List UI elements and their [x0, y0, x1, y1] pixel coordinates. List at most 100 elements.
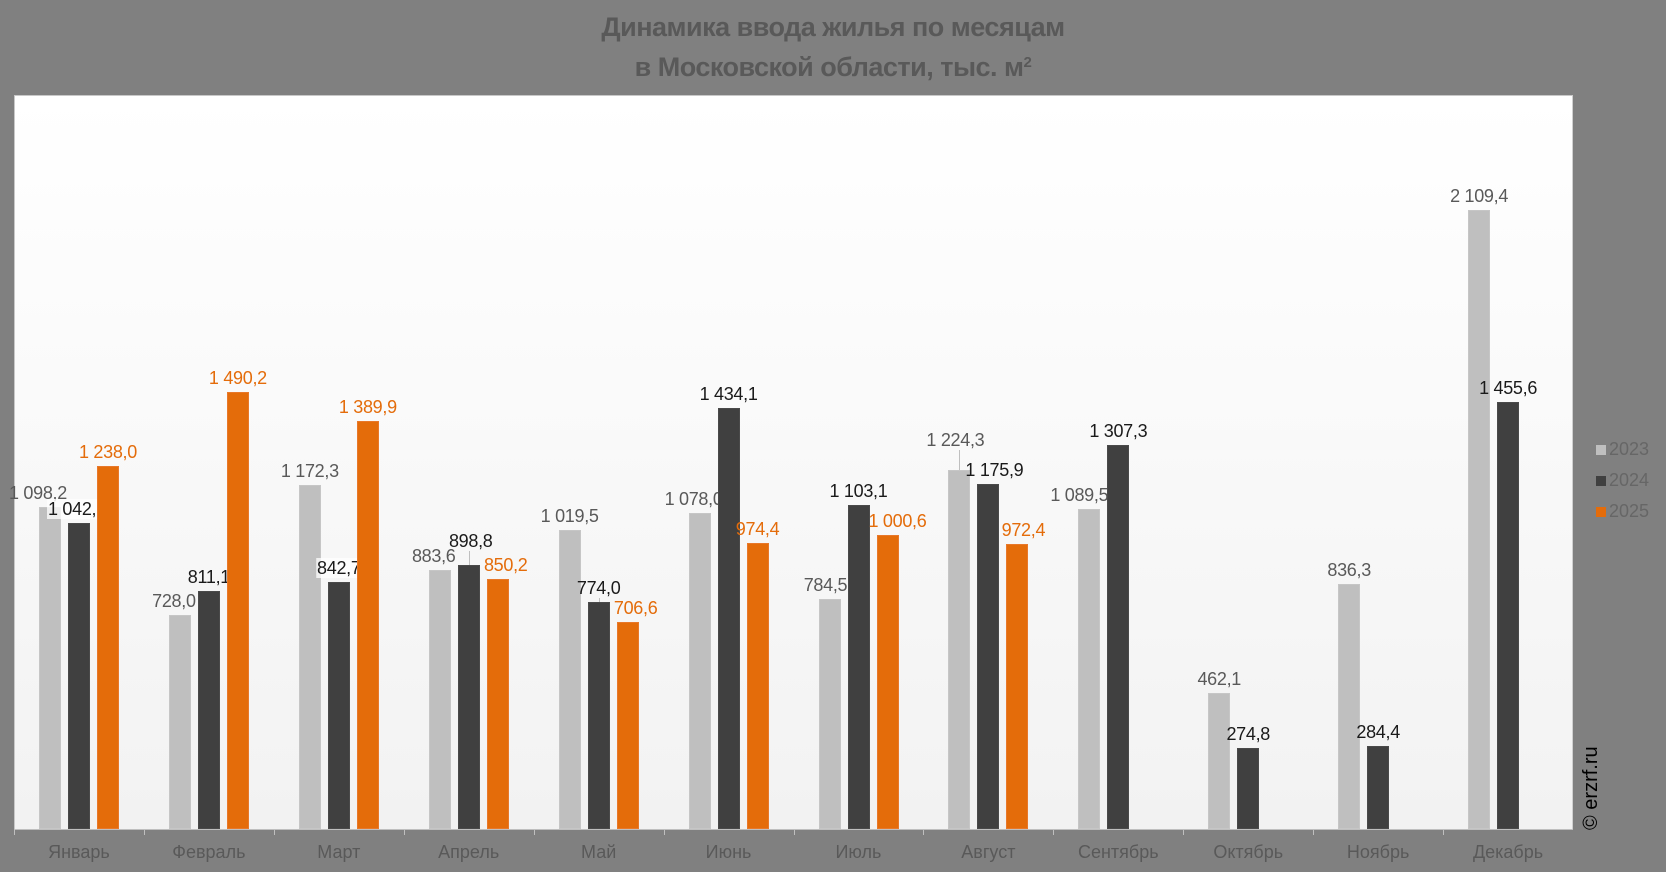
bar-2025-4 [616, 621, 639, 829]
bar-2023-4 [558, 529, 581, 829]
data-label: 706,6 [613, 597, 658, 618]
data-label: 774,0 [576, 577, 621, 598]
data-label: 842,7 [316, 557, 362, 578]
legend-label: 2023 [1609, 439, 1650, 459]
bar-2025-5 [746, 543, 769, 829]
bar-2023-11 [1468, 209, 1491, 829]
data-label: 1 307,3 [1089, 421, 1148, 442]
x-axis-category-label: Декабрь [1472, 842, 1544, 862]
data-label: 836,3 [1327, 559, 1371, 580]
bar-2024-7 [977, 483, 1000, 829]
chart-title-line-2: в Московской области, тыс. м2 [0, 45, 1666, 85]
superscript: 2 [1023, 54, 1032, 71]
data-label: 1 000,6 [868, 511, 927, 532]
data-label: 1 019,5 [540, 505, 599, 526]
bar-2025-2 [356, 421, 379, 829]
x-axis-tick [534, 829, 535, 835]
bar-2023-1 [168, 615, 191, 829]
data-label: 1 224,3 [926, 429, 985, 450]
data-label: 462,1 [1197, 669, 1242, 690]
data-label: 2 109,4 [1450, 185, 1509, 206]
x-axis-category-label: Март [317, 842, 361, 862]
data-label: 850,2 [483, 555, 528, 576]
x-axis-tick [664, 829, 665, 835]
legend-label: 2025 [1609, 501, 1650, 521]
bar-2024-5 [717, 408, 740, 829]
x-axis-tick [794, 829, 795, 835]
data-label: 1 490,2 [208, 367, 267, 388]
bar-2024-1 [197, 590, 220, 829]
x-axis-category-label: Сентябрь [1077, 842, 1159, 862]
x-axis-tick [1443, 829, 1444, 835]
bar-2024-3 [457, 565, 480, 829]
chart-title: Динамика ввода жилья по месяцам в Москов… [0, 10, 1666, 85]
data-label: 1 434,1 [699, 384, 758, 405]
data-label: 1 175,9 [965, 459, 1024, 480]
bar-2023-10 [1338, 583, 1361, 829]
bar-2024-4 [587, 601, 610, 829]
data-label: 1 098,2 [9, 482, 67, 503]
bar-2024-6 [847, 505, 870, 829]
x-axis-category-label: Апрель [438, 842, 500, 862]
data-label: 974,4 [735, 519, 780, 539]
bar-2023-6 [818, 598, 841, 829]
bar-2025-3 [486, 579, 509, 829]
plot-area [14, 95, 1573, 829]
label-leader-line [959, 449, 961, 470]
x-axis-tick [14, 829, 15, 835]
data-label: 1 078,0 [664, 488, 723, 509]
data-label: 1 172,3 [280, 460, 339, 481]
label-leader-line [598, 597, 600, 602]
copyright-watermark: © erzrf.ru [1580, 746, 1602, 830]
x-axis-tick [404, 829, 405, 835]
x-axis-category-label: Июль [835, 842, 882, 862]
data-label: 972,4 [1001, 519, 1046, 540]
x-axis-category-label: Ноябрь [1346, 842, 1410, 862]
bar-2024-8 [1107, 445, 1130, 829]
legend-item-2023: 2023 [1596, 434, 1649, 465]
x-axis-category-label: Май [580, 842, 617, 862]
legend-item-2024: 2024 [1596, 465, 1649, 496]
bar-2023-3 [428, 569, 451, 829]
legend-label: 2024 [1609, 470, 1650, 490]
x-axis-tick [1053, 829, 1054, 835]
data-label: 728,0 [152, 591, 196, 612]
x-axis-category-label: Октябрь [1213, 842, 1284, 862]
data-label: 1 238,0 [79, 441, 137, 462]
bar-2024-2 [327, 581, 350, 829]
data-label: 284,4 [1356, 721, 1400, 742]
bar-2023-8 [1078, 509, 1101, 829]
bar-2024-11 [1497, 401, 1520, 829]
bar-2024-9 [1237, 748, 1260, 829]
label-leader-line [468, 551, 470, 566]
legend-swatch-2023-icon [1596, 444, 1606, 455]
data-label: 1 103,1 [829, 481, 888, 502]
bar-2023-5 [688, 512, 711, 829]
bar-2024-0 [68, 522, 90, 829]
x-axis-tick [274, 829, 275, 835]
data-label: 784,5 [803, 574, 848, 595]
x-axis-line [14, 829, 1573, 830]
x-axis-tick [1183, 829, 1184, 835]
legend-swatch-2024-icon [1596, 475, 1606, 486]
bar-2025-7 [1006, 543, 1029, 829]
data-label: 811,1 [187, 566, 231, 587]
bar-2025-6 [876, 535, 899, 829]
data-label: 274,8 [1226, 724, 1271, 745]
legend: 2023 2024 2025 [1596, 434, 1649, 527]
x-axis-category-label: Июнь [705, 842, 752, 862]
bar-2023-0 [39, 506, 61, 829]
bar-2023-7 [948, 469, 971, 829]
data-label: 1 042,7 [47, 498, 107, 519]
data-label: 1 089,5 [1050, 485, 1109, 506]
bar-2025-0 [97, 465, 119, 829]
legend-item-2025: 2025 [1596, 496, 1649, 527]
data-label: 898,8 [448, 531, 493, 552]
x-axis-category-label: Февраль [172, 842, 246, 862]
x-axis-tick [144, 829, 145, 835]
x-axis-category-label: Август [961, 842, 1016, 862]
data-label: 883,6 [411, 545, 456, 566]
chart-title-line-2-text: в Московской области, тыс. м [634, 52, 1024, 82]
legend-swatch-2025-icon [1596, 506, 1606, 517]
x-axis-tick [923, 829, 924, 835]
